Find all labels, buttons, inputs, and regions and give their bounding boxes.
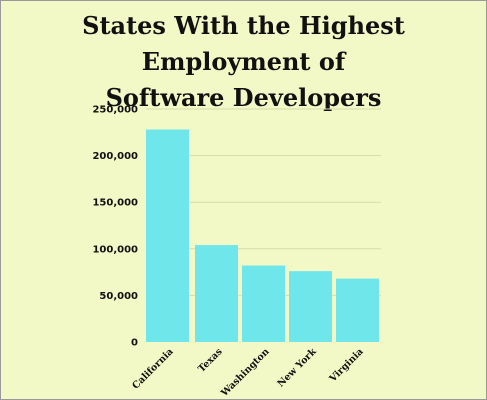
x-tick-label: Virginia <box>327 346 366 385</box>
bar-washington <box>242 265 285 342</box>
bar-virginia <box>336 278 379 342</box>
y-tick-label: 100,000 <box>92 244 138 255</box>
y-axis-ticks: 0 50,000 100,000 150,000 200,000 250,000 <box>92 105 138 349</box>
y-tick-label: 50,000 <box>99 291 138 302</box>
y-tick-label: 150,000 <box>92 198 138 209</box>
x-tick-label: California <box>130 346 175 391</box>
bar-california <box>146 129 189 342</box>
x-tick-label: Washington <box>219 346 272 399</box>
chart-title-line-1: States With the Highest Employment of <box>82 11 405 76</box>
x-tick-label: New York <box>275 346 318 389</box>
x-tick-label: Texas <box>196 346 224 374</box>
chart-title-line-2: Software Developers <box>105 83 382 112</box>
bar-texas <box>195 245 238 342</box>
y-tick-label: 0 <box>131 338 138 349</box>
y-tick-label: 250,000 <box>92 105 138 116</box>
y-tick-label: 200,000 <box>92 151 138 162</box>
bars <box>146 129 379 342</box>
chart-title: States With the Highest Employment of So… <box>0 8 487 116</box>
bar-new-york <box>289 271 332 342</box>
